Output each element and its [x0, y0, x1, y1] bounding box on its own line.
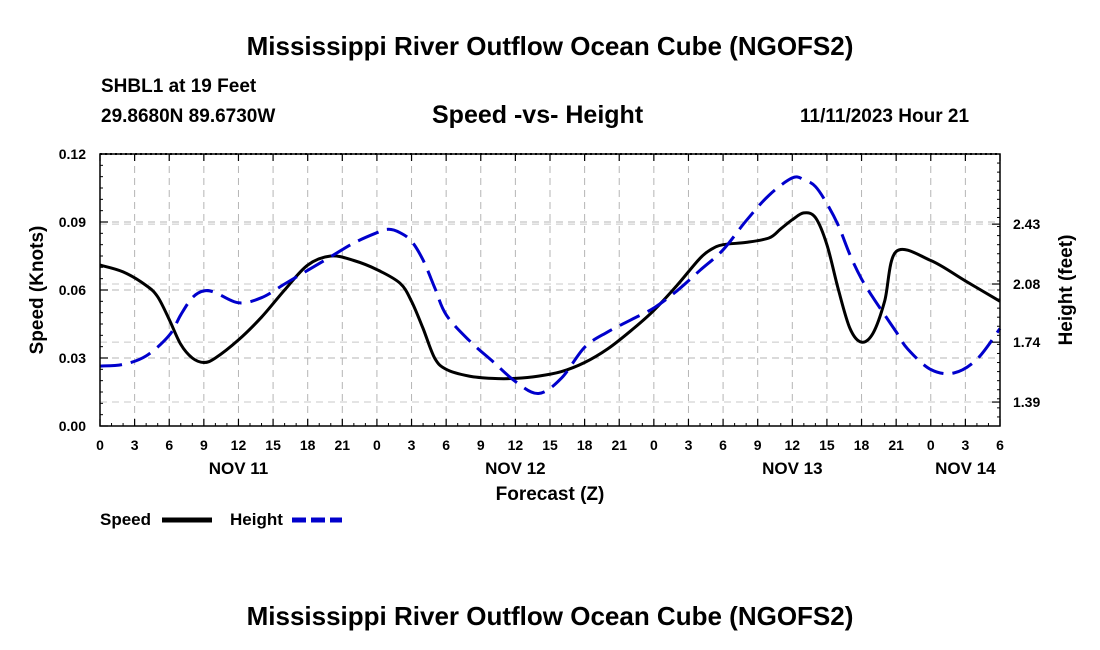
y-tick-label: 0.00 [59, 418, 86, 434]
axes: 0 3 6 9 12 15 18 21 0 3 6 9 12 15 18 21 0 3 6 9 12 15 18 21 0 3 6 0… [27, 146, 1077, 505]
y-tick-label: 0.12 [59, 146, 86, 162]
x-tick-label: 0 [650, 437, 658, 453]
x-tick-label: 6 [719, 437, 727, 453]
x-day-label: NOV 14 [935, 459, 996, 478]
x-tick-label: 18 [577, 437, 593, 453]
series-line-height [99, 175, 1002, 396]
x-tick-label: 15 [265, 437, 281, 453]
forecast-datetime: 11/11/2023 Hour 21 [800, 106, 970, 127]
x-tick-label: 6 [165, 437, 173, 453]
y-axis-title: Speed (Knots) [27, 226, 48, 355]
series-lines [99, 175, 1002, 396]
chart-title-top: Mississippi River Outflow Ocean Cube (NG… [246, 31, 854, 61]
x-tick-label: 6 [442, 437, 450, 453]
x-tick-label: 12 [231, 437, 247, 453]
chart-subtitle: Speed -vs- Height [432, 101, 644, 129]
x-tick-label: 12 [508, 437, 524, 453]
x-day-label: NOV 11 [209, 459, 269, 478]
chart-title-bottom: Mississippi River Outflow Ocean Cube (NG… [246, 601, 854, 631]
x-day-label: NOV 12 [485, 459, 545, 478]
x-tick-label: 3 [685, 437, 693, 453]
y-tick-label: 0.06 [59, 282, 86, 298]
x-tick-label: 3 [408, 437, 416, 453]
y2-axis-title: Height (feet) [1056, 235, 1077, 346]
x-tick-label: 15 [542, 437, 558, 453]
station-label: SHBL1 at 19 Feet [101, 76, 257, 97]
legend-label-speed: Speed [100, 510, 151, 529]
x-tick-label: 6 [996, 437, 1004, 453]
y2-tick-label: 1.39 [1013, 394, 1040, 410]
x-axis-title: Forecast (Z) [496, 484, 605, 505]
legend-label-height: Height [230, 510, 283, 529]
coordinates-label: 29.8680N 89.6730W [101, 106, 276, 127]
x-tick-label: 9 [754, 437, 762, 453]
x-tick-label: 12 [785, 437, 801, 453]
x-day-label: NOV 13 [762, 459, 822, 478]
grid [100, 154, 1000, 426]
x-tick-label: 15 [819, 437, 835, 453]
x-tick-label: 21 [611, 437, 627, 453]
legend: Speed Height [100, 510, 342, 529]
x-tick-label: 0 [927, 437, 935, 453]
x-tick-label: 0 [373, 437, 381, 453]
x-tick-label: 9 [200, 437, 208, 453]
x-tick-label: 9 [477, 437, 485, 453]
x-tick-label: 0 [96, 437, 104, 453]
x-tick-label: 3 [131, 437, 139, 453]
y2-tick-label: 1.74 [1013, 334, 1040, 350]
y-tick-label: 0.09 [59, 214, 86, 230]
x-tick-label: 18 [300, 437, 316, 453]
series-line-speed [99, 211, 1001, 381]
y-tick-label: 0.03 [59, 350, 86, 366]
x-tick-label: 18 [854, 437, 870, 453]
x-tick-label: 21 [335, 437, 351, 453]
x-tick-label: 21 [888, 437, 904, 453]
x-tick-label: 3 [961, 437, 969, 453]
y2-tick-label: 2.08 [1013, 276, 1040, 292]
y2-tick-label: 2.43 [1013, 216, 1040, 232]
